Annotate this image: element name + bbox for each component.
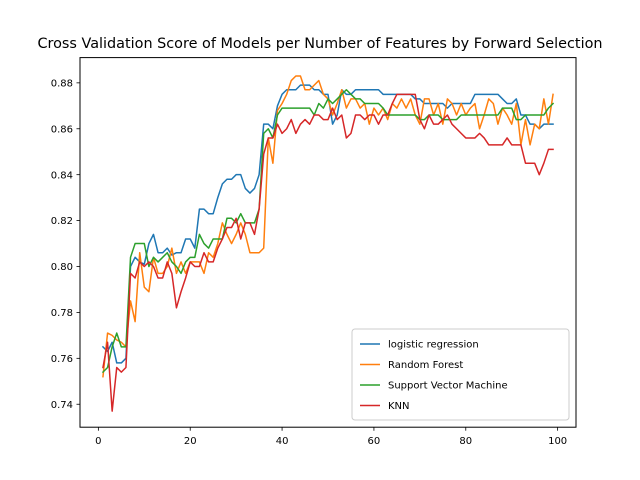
y-tick-label: 0.76 [51,354,73,365]
x-tick-label: 20 [184,436,197,447]
y-axis: 0.74 0.76 0.78 0.80 0.82 0.84 0.86 0.88 [51,78,80,411]
y-tick-label: 0.78 [51,308,73,319]
y-tick-label: 0.74 [51,400,73,411]
x-axis: 0 20 40 60 80 100 [95,427,567,447]
legend-label-3: KNN [388,401,410,412]
series-line-3 [102,93,554,412]
series-lines [101,75,555,412]
y-tick-label: 0.86 [51,124,73,135]
series-line-0 [101,84,554,364]
y-tick-label: 0.82 [51,216,73,227]
x-tick-label: 0 [95,436,101,447]
x-tick-label: 100 [548,436,567,447]
y-tick-label: 0.88 [51,78,73,89]
y-tick-label: 0.84 [51,170,73,181]
legend-label-2: Support Vector Machine [388,381,508,392]
chart-title: Cross Validation Score of Models per Num… [37,36,602,52]
legend-box [351,328,570,421]
plot-area: 0 20 40 60 80 100 0.74 0.76 0.78 0.80 0.82 0.84 0.8… [51,57,577,447]
x-tick-label: 40 [276,436,289,447]
x-tick-label: 80 [459,436,472,447]
x-tick-label: 60 [368,436,381,447]
legend-label-1: Random Forest [388,360,463,371]
series-line-2 [101,88,555,374]
legend-label-0: logistic regression [388,340,479,351]
y-tick-label: 0.80 [51,262,73,273]
axes-frame [79,57,577,428]
legend: logistic regression Random Forest Support … [351,328,570,421]
